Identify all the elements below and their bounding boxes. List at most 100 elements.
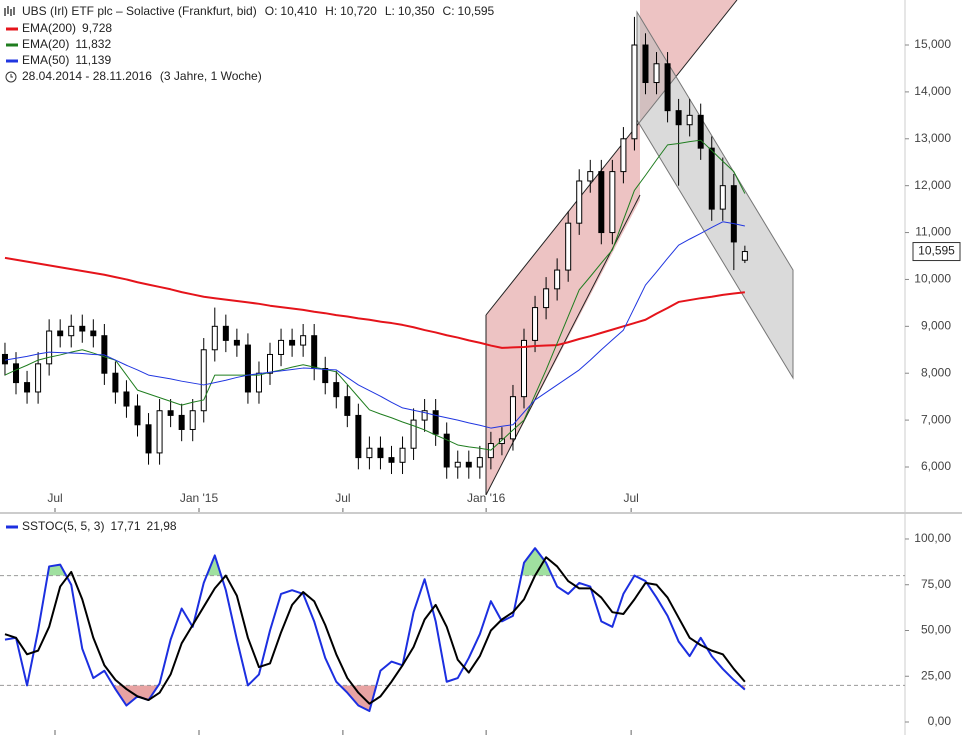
candle-body <box>178 414 185 430</box>
y-tick-label: 9,000 <box>921 319 951 333</box>
candle-body <box>741 251 748 261</box>
legend-label: EMA(50) <box>22 53 69 67</box>
candle-body <box>366 447 373 459</box>
candle-body <box>233 339 240 346</box>
candle-body <box>112 372 119 393</box>
candle-body <box>156 410 163 454</box>
candle-body <box>631 44 638 140</box>
y-tick-label: 11,000 <box>915 225 951 239</box>
candle-body <box>167 410 174 416</box>
candle-body <box>289 339 296 346</box>
candle-body <box>311 335 318 370</box>
candle-body <box>13 363 20 384</box>
indicator-line <box>4 221 745 429</box>
trend-channels <box>485 0 794 496</box>
candle-body <box>1 353 8 365</box>
price-tag-label: 10,595 <box>918 244 955 258</box>
y-tick-label: 14,000 <box>914 84 951 98</box>
candle-body <box>388 457 395 463</box>
legend-label: EMA(20) <box>22 37 69 51</box>
y-tick-label: 50,00 <box>921 623 951 637</box>
clock-icon <box>5 71 17 83</box>
candle-body <box>587 171 594 182</box>
y-tick-label: 8,000 <box>921 365 951 379</box>
candle-body <box>222 325 229 341</box>
candle-body <box>267 353 274 374</box>
candle-body <box>377 447 384 459</box>
candle-body <box>521 339 528 398</box>
candle-body <box>244 344 251 393</box>
candle-body <box>57 330 64 337</box>
x-tick-label: Jul <box>47 491 62 505</box>
y-tick-label: 7,000 <box>921 412 951 426</box>
candle-body <box>675 110 682 126</box>
candle-body <box>686 114 693 126</box>
candle-body <box>68 325 75 337</box>
legend-value: 11,139 <box>75 53 111 67</box>
period: 28.04.2014 - 28.11.2016 <box>22 69 152 83</box>
candle-body <box>664 63 671 112</box>
ohlc-name: O: <box>265 4 278 18</box>
candle-body <box>300 335 307 346</box>
legend-value: 11,832 <box>75 37 111 51</box>
legend-label: SSTOC(5, 5, 3) <box>22 519 104 533</box>
candle-body <box>565 222 572 271</box>
y-tick-label: 0,00 <box>928 714 952 728</box>
ohlc-value: 10,720 <box>340 4 377 18</box>
y-tick-label: 6,000 <box>921 459 951 473</box>
candle-body <box>598 171 605 234</box>
candle-body <box>620 138 627 173</box>
candles <box>1 16 748 479</box>
indicator-line <box>4 256 745 349</box>
candle-body <box>333 382 340 398</box>
indicator-line <box>4 556 746 705</box>
candle-body <box>509 396 516 440</box>
rising-channel <box>486 0 737 495</box>
y-tick-label: 100,00 <box>914 531 951 545</box>
candle-body <box>653 63 660 84</box>
legend-value: 21,98 <box>147 519 177 533</box>
y-tick-label: 25,00 <box>921 668 951 682</box>
chart-title: UBS (Irl) ETF plc – Solactive (Frankfurt… <box>22 4 257 18</box>
candle-body <box>543 288 550 309</box>
candle-body <box>134 405 141 426</box>
candle-body <box>697 114 704 149</box>
x-tick-label: Jul <box>335 491 350 505</box>
candle-body <box>35 363 42 393</box>
falling-channel <box>636 10 794 380</box>
y-tick-label: 75,00 <box>921 577 951 591</box>
y-tick-label: 13,000 <box>914 131 951 145</box>
candle-body <box>554 269 561 290</box>
ohlc-value: 10,410 <box>280 4 317 18</box>
legend-value: 9,728 <box>82 21 112 35</box>
candle-body <box>421 410 428 421</box>
indicator-line <box>4 139 746 451</box>
candle-body <box>24 382 31 393</box>
ohlc-name: L: <box>385 4 395 18</box>
candle-body <box>609 171 616 234</box>
candle-body <box>454 461 461 468</box>
x-tick-label: Jan '16 <box>467 491 506 505</box>
legend-value: 17,71 <box>110 519 140 533</box>
indicator-line <box>4 547 746 713</box>
candle-body <box>443 433 450 468</box>
candle-body <box>123 391 130 407</box>
candle-body <box>46 330 53 365</box>
candle-body <box>476 457 483 468</box>
candle-body <box>255 372 262 393</box>
price-tag <box>912 242 961 262</box>
ohlc-name: C: <box>443 4 455 18</box>
candle-body <box>719 185 726 210</box>
candle-body <box>200 349 207 412</box>
candle-body <box>399 447 406 463</box>
clock-hands <box>10 74 13 78</box>
candle-body <box>532 307 539 341</box>
candle-body <box>322 368 329 384</box>
x-tick-label: Jul <box>623 491 638 505</box>
period-note: (3 Jahre, 1 Woche) <box>160 69 262 83</box>
legend-label: EMA(200) <box>22 21 76 35</box>
candle-body <box>344 396 351 416</box>
candle-body <box>355 414 362 459</box>
candle-body <box>145 424 152 454</box>
